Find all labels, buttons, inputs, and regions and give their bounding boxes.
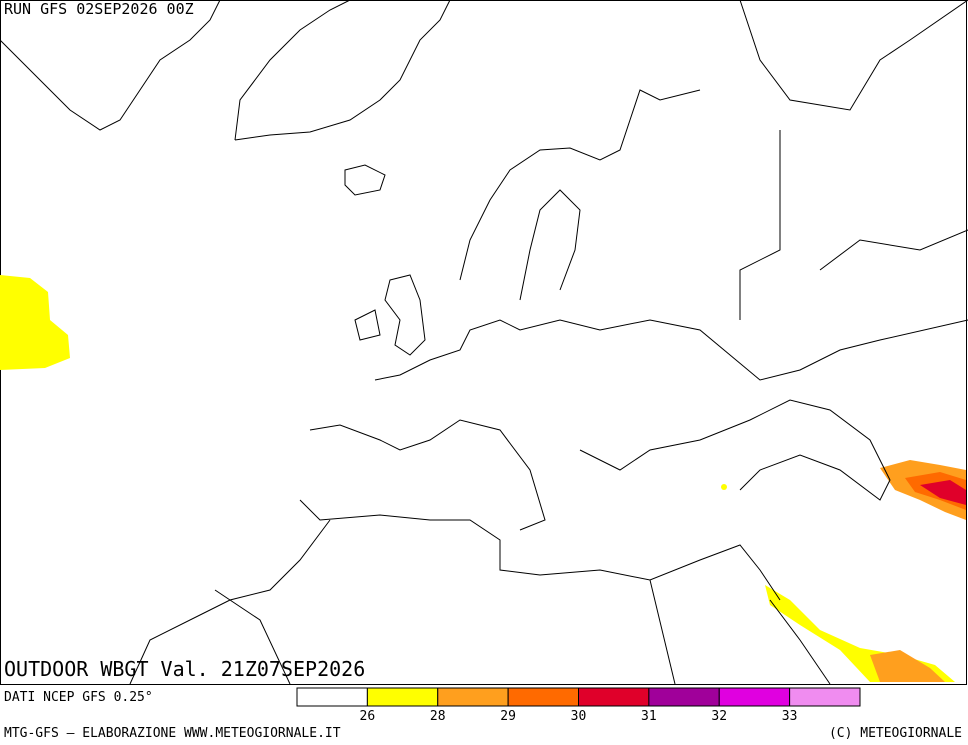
source-label: DATI NCEP GFS 0.25° <box>4 690 153 705</box>
legend-swatch <box>718 687 791 707</box>
credits-right: (C) METEOGIORNALE <box>829 726 962 741</box>
coastline <box>579 399 891 501</box>
coastline <box>234 0 451 141</box>
shaded-area <box>920 480 966 505</box>
legend-label: 32 <box>711 709 727 724</box>
legend-swatch <box>507 687 579 707</box>
border <box>129 519 831 685</box>
legend-swatch <box>648 687 720 707</box>
map-title: OUTDOOR WBGT Val. 21Z07SEP2026 <box>4 657 365 681</box>
legend-label: 26 <box>360 709 376 724</box>
coastline <box>0 0 221 131</box>
legend-swatch <box>578 687 650 707</box>
coastline <box>344 164 386 196</box>
legend-swatch <box>437 687 509 707</box>
map: RUN GFS 02SEP2026 00Z OUTDOOR WBGT Val. … <box>0 0 968 685</box>
run-label: RUN GFS 02SEP2026 00Z <box>4 0 194 18</box>
color-legend: 26 28 29 30 31 32 33 <box>296 687 861 724</box>
map-frame <box>0 0 967 685</box>
legend-label: 33 <box>782 709 798 724</box>
legend-swatch <box>296 687 368 707</box>
legend-label: 28 <box>430 709 446 724</box>
legend-label: 29 <box>500 709 516 724</box>
legend-swatch <box>789 687 861 707</box>
legend-label: 30 <box>571 709 587 724</box>
shaded-area <box>870 650 945 682</box>
legend-swatch <box>366 687 439 707</box>
border <box>739 0 968 320</box>
coastline <box>354 274 426 356</box>
shaded-area <box>721 484 727 490</box>
legend-label: 31 <box>641 709 657 724</box>
coastline <box>299 419 781 601</box>
shaded-area <box>0 275 70 370</box>
coastline <box>374 319 968 381</box>
credits-left: MTG-GFS — ELABORAZIONE WWW.METEOGIORNALE… <box>4 726 341 741</box>
coastline <box>459 89 701 301</box>
